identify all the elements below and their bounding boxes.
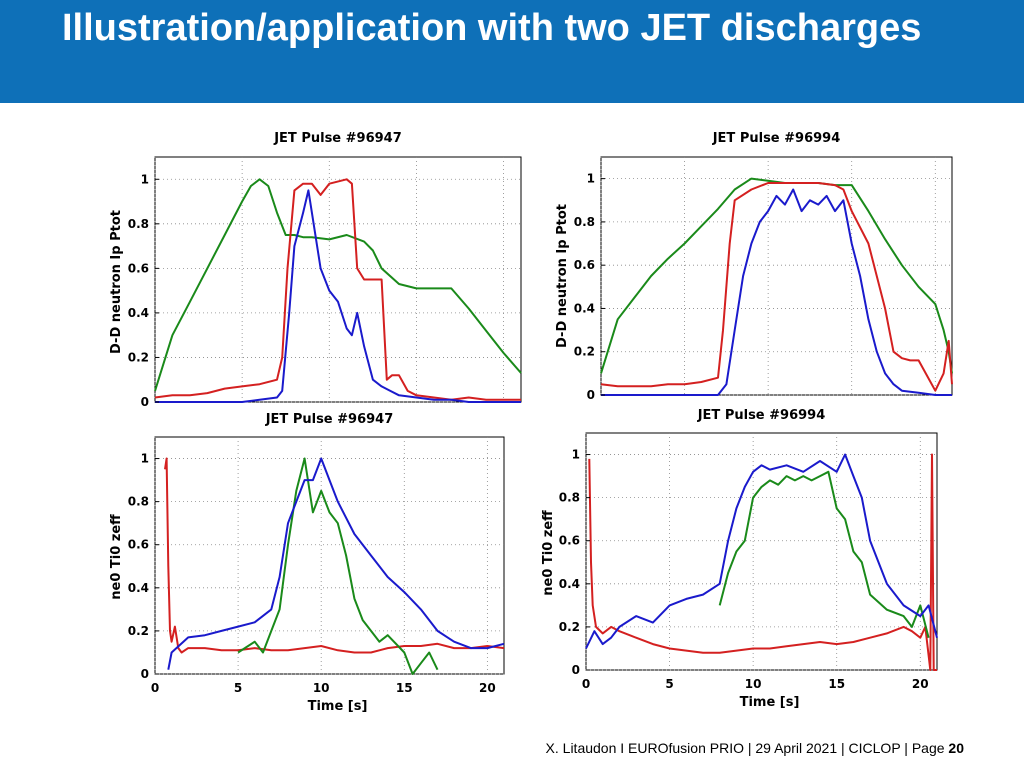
footer: X. Litaudon I EUROfusion PRIO | 29 April… bbox=[546, 740, 964, 756]
x-tick-label: 15 bbox=[828, 677, 845, 691]
y-tick-label: 1 bbox=[587, 172, 595, 186]
series-red bbox=[600, 182, 953, 392]
y-axis-label: D-D neutron Ip Ptot bbox=[555, 204, 570, 348]
y-tick-label: 0.8 bbox=[574, 215, 595, 229]
y-tick-label: 0 bbox=[141, 667, 149, 681]
title-bar: Illustration/application with two JET di… bbox=[0, 0, 1024, 103]
y-tick-label: 0.2 bbox=[559, 620, 580, 634]
y-tick-label: 0 bbox=[572, 663, 580, 677]
x-tick-label: 5 bbox=[665, 677, 673, 691]
x-tick-label: 20 bbox=[479, 681, 496, 695]
plot-frame bbox=[585, 432, 938, 671]
series-blue bbox=[155, 189, 521, 403]
y-tick-label: 0.6 bbox=[559, 534, 580, 548]
x-tick-label: 0 bbox=[151, 681, 159, 695]
series-green bbox=[237, 457, 439, 675]
y-tick-label: 0 bbox=[587, 388, 595, 402]
y-tick-label: 0.8 bbox=[128, 217, 149, 231]
x-axis-label: Time [s] bbox=[308, 699, 368, 714]
y-axis-label: ne0 Ti0 zeff bbox=[541, 510, 556, 596]
y-tick-label: 1 bbox=[141, 172, 149, 186]
y-tick-label: 0.2 bbox=[128, 350, 149, 364]
y-tick-label: 0.6 bbox=[574, 258, 595, 272]
chart-title: JET Pulse #96947 bbox=[273, 131, 402, 146]
y-tick-label: 0 bbox=[141, 395, 149, 409]
series-blue bbox=[601, 188, 952, 396]
series-red bbox=[154, 178, 521, 401]
y-tick-label: 0.4 bbox=[128, 306, 149, 320]
y-axis-label: ne0 Ti0 zeff bbox=[109, 514, 124, 600]
slide-title: Illustration/application with two JET di… bbox=[62, 7, 922, 49]
series-red bbox=[164, 457, 505, 654]
series-blue bbox=[167, 457, 505, 670]
y-tick-label: 0.6 bbox=[128, 261, 149, 275]
chart-title: JET Pulse #96994 bbox=[712, 131, 841, 146]
series-green bbox=[154, 178, 522, 392]
chart-2: 0 0.2 0.4 0.6 0.8 1 JET Pulse #96994 D-D neutro… bbox=[555, 131, 953, 402]
x-tick-label: 10 bbox=[313, 681, 330, 695]
y-tick-label: 0.2 bbox=[128, 624, 149, 638]
footer-text: X. Litaudon I EUROfusion PRIO | 29 April… bbox=[545, 740, 949, 756]
x-axis-label: Time [s] bbox=[740, 695, 800, 710]
plot-frame bbox=[154, 156, 522, 403]
series-green bbox=[718, 470, 930, 638]
plot-frame bbox=[154, 436, 505, 675]
y-tick-label: 1 bbox=[141, 452, 149, 466]
series-red bbox=[588, 453, 937, 671]
y-tick-label: 0.2 bbox=[574, 345, 595, 359]
y-tick-label: 0.6 bbox=[128, 538, 149, 552]
x-tick-label: 0 bbox=[582, 677, 590, 691]
x-tick-label: 15 bbox=[396, 681, 413, 695]
y-tick-label: 0.4 bbox=[128, 581, 149, 595]
x-tick-label: 5 bbox=[234, 681, 242, 695]
y-tick-label: 0.8 bbox=[128, 495, 149, 509]
y-tick-label: 0.4 bbox=[574, 301, 595, 315]
chart-1: 0 0.2 0.4 0.6 0.8 1 JET Pulse #96947 D-D neutro… bbox=[109, 131, 522, 409]
y-tick-label: 0.8 bbox=[559, 491, 580, 505]
y-tick-label: 1 bbox=[572, 448, 580, 462]
y-tick-label: 0.4 bbox=[559, 577, 580, 591]
chart-title: JET Pulse #96994 bbox=[697, 408, 826, 423]
page-number: 20 bbox=[948, 740, 964, 756]
y-axis-label: D-D neutron Ip Ptot bbox=[109, 210, 124, 354]
x-tick-label: 10 bbox=[745, 677, 762, 691]
plot-frame bbox=[600, 156, 953, 396]
x-tick-label: 20 bbox=[912, 677, 929, 691]
series-blue bbox=[585, 453, 938, 649]
chart-title: JET Pulse #96947 bbox=[265, 412, 394, 427]
